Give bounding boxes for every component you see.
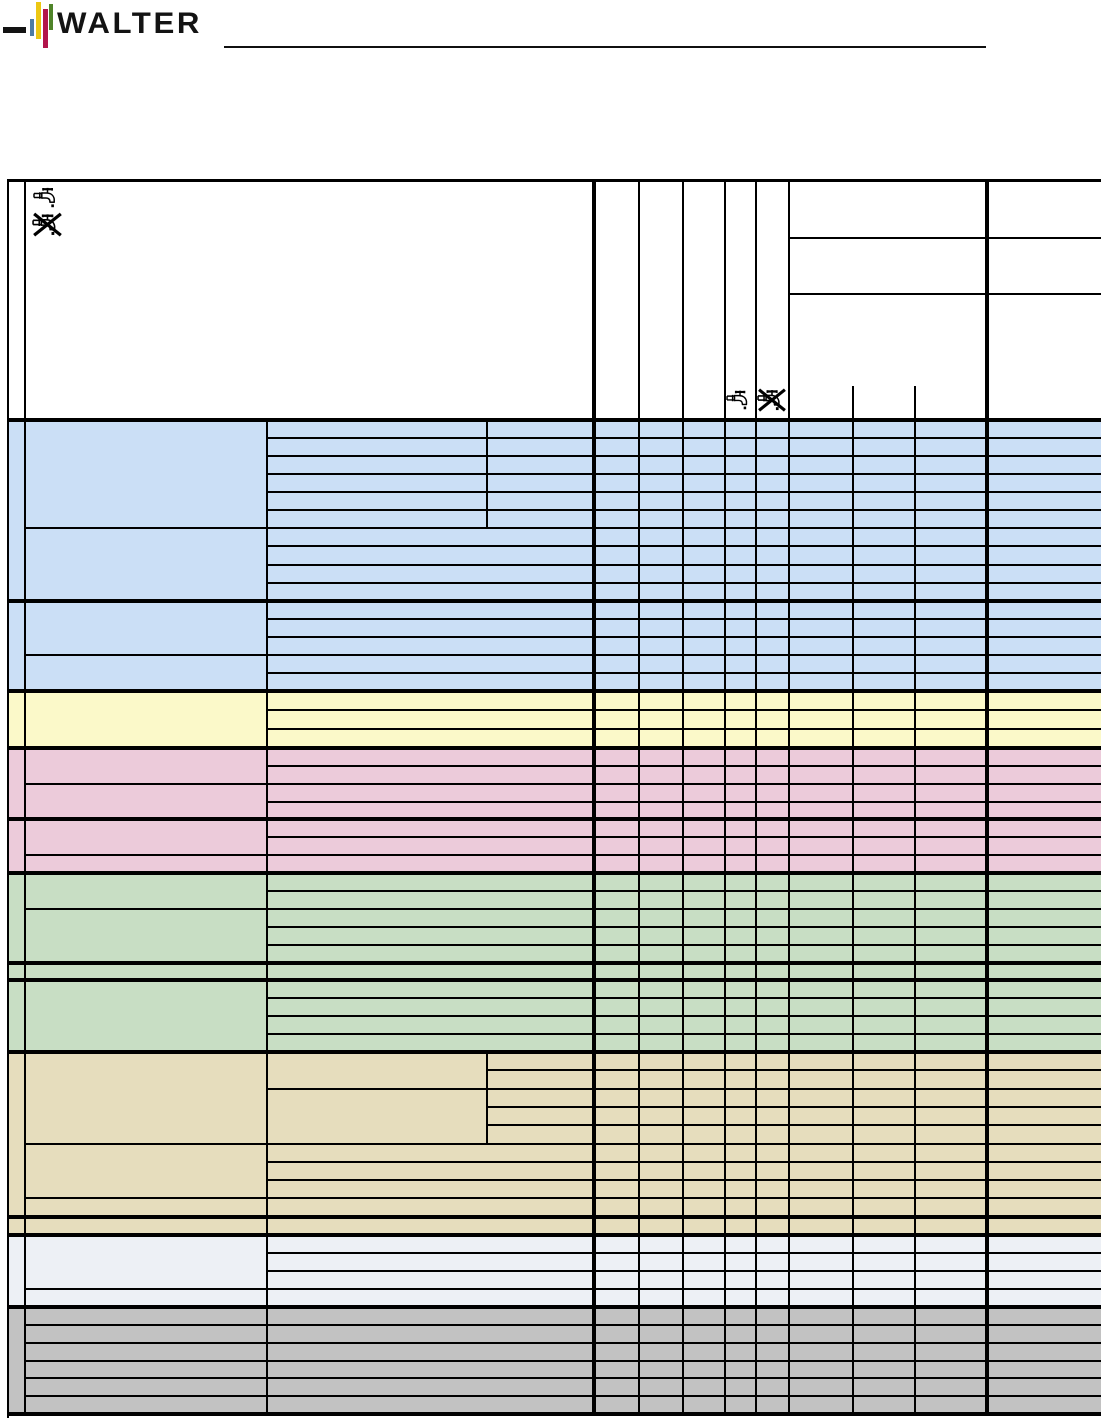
group-heavy-line [7, 817, 1101, 822]
section-boundary-line [7, 746, 1101, 750]
brand-wordmark: WALTER [57, 7, 203, 40]
data-column-line [788, 179, 790, 1413]
group-line [24, 1288, 1101, 1290]
group-line [24, 1395, 1101, 1398]
section-boundary-line [7, 689, 1101, 693]
data-column-line [638, 179, 640, 1413]
header-data-col-2 [639, 180, 683, 420]
header-main-cell [25, 180, 594, 420]
group-line [24, 1341, 1101, 1344]
coolant-faucet-icon [726, 390, 748, 410]
logo-dash-icon [3, 27, 26, 33]
data-column-line [724, 179, 726, 1413]
group-line [24, 527, 1101, 530]
band-column-line [24, 179, 26, 1413]
section-boundary-line [7, 418, 1101, 422]
logo-red-bar-icon [43, 9, 48, 48]
sub-column-line [486, 1052, 488, 1144]
data-subcolumn-line [852, 386, 854, 1414]
logo-yellow-bar-icon [36, 2, 41, 39]
table-top-border [7, 179, 1101, 182]
group-line [24, 854, 1101, 857]
section-yellow [8, 691, 1101, 748]
section-pink [8, 748, 1101, 873]
group-line [24, 782, 1101, 785]
header-right-middle-cell [789, 238, 987, 294]
group-line [24, 1197, 1101, 1200]
header-far-right-top-cell [987, 180, 1101, 238]
group-line [24, 1359, 1101, 1362]
thick-column-line [592, 179, 596, 1413]
table-left-border [7, 179, 9, 1418]
group-line [24, 1323, 1101, 1326]
group-line [24, 653, 1101, 656]
group-heavy-line [7, 960, 1101, 965]
data-column-line [682, 179, 684, 1413]
header-data-col-5-no-coolant [756, 180, 789, 420]
group-line [24, 1377, 1101, 1380]
header-data-col-3 [683, 180, 725, 420]
sub-column-line [486, 420, 488, 529]
walter-logo: WALTER [0, 0, 220, 60]
header-right-bottom-cell [789, 294, 987, 420]
group-heavy-line [7, 598, 1101, 603]
header-divider-line [789, 237, 1101, 239]
coolant-faucet-icon [33, 187, 55, 208]
header-rule [224, 46, 986, 48]
header-far-right-middle-cell [987, 238, 1101, 294]
row-line [486, 1124, 1101, 1127]
logo-blue-bar-icon [30, 19, 34, 36]
section-blue [8, 420, 1101, 691]
group-heavy-line [7, 978, 1101, 983]
section-boundary-line [7, 1305, 1101, 1309]
no-coolant-crossed-faucet-icon [32, 212, 62, 237]
header-right-top-cell [789, 180, 987, 238]
group-heavy-line [7, 1214, 1101, 1219]
group-line [24, 1142, 1101, 1145]
row-line [486, 1105, 1101, 1108]
section-boundary-line [7, 1233, 1101, 1237]
group-line [24, 907, 1101, 910]
table-bottom-border [7, 1412, 1101, 1416]
section-boundary-line [7, 1050, 1101, 1054]
data-subcolumn-line [914, 386, 916, 1414]
header-divider-line [789, 293, 1101, 295]
row-line [486, 1069, 1101, 1072]
logo-green-bar-icon [49, 4, 53, 30]
header-data-col-1 [594, 180, 639, 420]
header-data-col-4-coolant [725, 180, 756, 420]
thick-column-line [985, 179, 989, 1413]
label-column-line [266, 420, 268, 1414]
section-boundary-line [7, 871, 1101, 875]
data-column-line [755, 179, 757, 1413]
header-far-right-bottom-cell [987, 294, 1101, 420]
no-coolant-crossed-faucet-icon [757, 388, 786, 412]
